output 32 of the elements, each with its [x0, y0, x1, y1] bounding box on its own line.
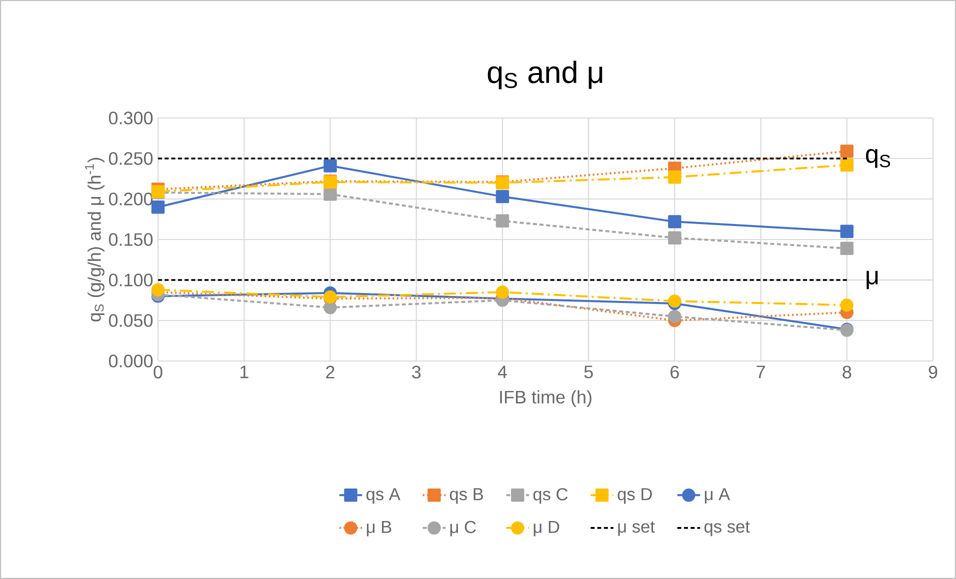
x-tick-label: 5	[584, 366, 593, 378]
annotation: μ	[866, 270, 878, 290]
legend-label: μ C	[450, 520, 476, 536]
y-tick-label: 0.100	[108, 274, 153, 286]
y-tick-label: 0.250	[108, 152, 153, 165]
legend-label: μ A	[704, 488, 730, 504]
x-tick-label: 6	[670, 366, 679, 378]
legend-label: qs D	[618, 488, 652, 504]
x-tick-label: 0	[154, 366, 162, 378]
y-tick-label: 0.050	[108, 314, 153, 327]
x-tick-label: 7	[756, 366, 765, 378]
legend-label: qs C	[533, 488, 568, 504]
legend-label: qs A	[366, 488, 400, 504]
y-tick-label: 0.300	[108, 112, 153, 124]
x-tick-label: 9	[928, 366, 938, 378]
x-axis-title: IFB time (h)	[500, 390, 592, 408]
legend-label: μ set	[618, 521, 655, 536]
legend-label: μ D	[534, 520, 560, 536]
annotation: q$_{S}$	[866, 149, 890, 168]
x-tick-label: 1	[240, 366, 248, 378]
y-tick-label: 0.150	[108, 233, 153, 246]
legend-label: μ B	[366, 520, 392, 536]
x-tick-label: 2	[326, 366, 334, 378]
legend-label: qs B	[450, 488, 483, 504]
legend-label: qs set	[704, 521, 750, 536]
x-tick-label: 8	[842, 366, 852, 378]
y-tick-label: 0.000	[108, 354, 153, 368]
x-tick-label: 4	[498, 366, 507, 378]
y-tick-label: 0.200	[108, 192, 153, 206]
chart-title: q$_{S}$ and μ	[488, 60, 602, 90]
x-tick-label: 3	[412, 366, 421, 378]
y-axis-title: q$_{S}$ (g/g/h) and μ (h$^{-1}$)	[85, 158, 104, 322]
